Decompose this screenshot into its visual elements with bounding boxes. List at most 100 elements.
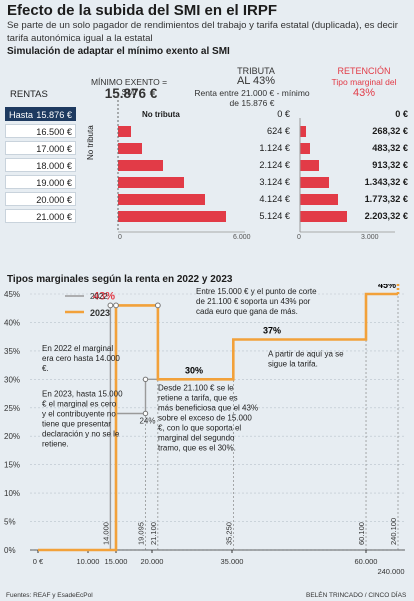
simulation-grid bbox=[117, 95, 395, 233]
renta-cell: Hasta 15.876 € bbox=[5, 107, 76, 121]
point-marker bbox=[142, 376, 149, 383]
point-marker bbox=[154, 302, 161, 309]
y-tick-label: 40% bbox=[4, 318, 20, 327]
retencion-value: 0 € bbox=[395, 109, 408, 119]
tributa-value: 624 € bbox=[267, 126, 290, 136]
legend-2022-label: 2022 bbox=[90, 292, 108, 301]
renta-value: 20.000 € bbox=[36, 195, 72, 205]
annotation-2022-zero: En 2022 el marginal era cero hasta 14.000… bbox=[42, 344, 120, 373]
header-retencion: RETENCIÓN bbox=[337, 66, 391, 76]
y-tick-label: 20% bbox=[4, 432, 20, 441]
renta-cell: 19.000 € bbox=[5, 175, 76, 189]
retencion-bar bbox=[300, 194, 338, 205]
marker-label: 60.100 bbox=[357, 522, 366, 545]
tributa-bar bbox=[118, 126, 132, 137]
table-row: 18.000 € 2.124 € 913,32 € bbox=[0, 158, 414, 175]
retencion-bar bbox=[300, 211, 347, 222]
point-marker bbox=[113, 302, 119, 309]
credit: BELÉN TRINCADO / CINCO DÍAS bbox=[306, 592, 407, 599]
marginal-chart-title: Tipos marginales según la renta en 2022 … bbox=[7, 274, 233, 285]
tributa-bar bbox=[118, 211, 227, 222]
renta-cell: 20.000 € bbox=[5, 192, 76, 206]
tributa-value: 3.124 € bbox=[259, 177, 290, 187]
no-tributa-side-label: No tributa bbox=[86, 125, 95, 160]
tributa-value: 2.124 € bbox=[259, 160, 290, 170]
renta-cell: 21.000 € bbox=[5, 209, 76, 223]
renta-value: 15.876 € bbox=[36, 110, 72, 120]
y-tick-label: 10% bbox=[4, 489, 20, 498]
x-tick-label: 10.000 bbox=[77, 557, 100, 566]
sources: Fuentes: REAF y EsadeEcPol bbox=[6, 592, 93, 599]
y-tick-label: 0% bbox=[4, 546, 16, 555]
ret-axis-0: 0 bbox=[297, 234, 301, 241]
table-row: 20.000 € 4.124 € 1.773,32 € bbox=[0, 192, 414, 209]
header-retencion-sub: Tipo marginal del bbox=[331, 77, 397, 87]
header-min-exento: MÍNIMO EXENTO = SMI bbox=[90, 77, 168, 97]
renta-value: 18.000 € bbox=[36, 161, 72, 171]
renta-value: 19.000 € bbox=[36, 178, 72, 188]
annotation-2023-zero: En 2023, hasta 15.000 € el marginal es ce… bbox=[42, 389, 123, 448]
table-row: 16.500 € 624 € 268,32 € bbox=[0, 124, 414, 141]
header-rentas: RENTAS bbox=[10, 89, 48, 100]
renta-value: 16.500 € bbox=[36, 127, 72, 137]
marker-label: 21.100 bbox=[149, 522, 158, 545]
retencion-bar bbox=[300, 160, 320, 171]
header-tributa-pct: AL 43% bbox=[236, 75, 276, 87]
tributa-bar bbox=[118, 194, 206, 205]
y-tick-label: 5% bbox=[4, 518, 16, 527]
y-tick-label: 30% bbox=[4, 375, 20, 384]
retencion-value: 2.203,32 € bbox=[364, 211, 408, 221]
retencion-value: 913,32 € bbox=[372, 160, 408, 170]
chart-subtitle: Se parte de un solo pagador de rendimien… bbox=[7, 20, 398, 44]
tributa-value: 5.124 € bbox=[259, 211, 290, 221]
renta-cell: 16.500 € bbox=[5, 124, 76, 138]
series-2023-line bbox=[38, 292, 398, 552]
retencion-value: 268,32 € bbox=[372, 126, 408, 136]
tributa-bar bbox=[118, 143, 142, 154]
y-tick-label: 15% bbox=[4, 461, 20, 470]
table-row: Hasta 15.876 € 0 € 0 € bbox=[0, 107, 414, 124]
table-row: 19.000 € 3.124 € 1.343,32 € bbox=[0, 175, 414, 192]
header-tributa-note: Renta entre 21.000 € - mínimo de 15.876 … bbox=[194, 88, 310, 108]
tributa-value: 0 € bbox=[277, 109, 290, 119]
annotation-follow-tarifa: A partir de aquí ya se sigue la tarifa. bbox=[268, 350, 344, 369]
annotation-tarifa: Desde 21.100 € se le retiene a tarifa, qu… bbox=[158, 384, 258, 453]
retencion-bar bbox=[300, 177, 329, 188]
renta-cell: 18.000 € bbox=[5, 158, 76, 172]
table-row: 21.000 € 5.124 € 2.203,32 € bbox=[0, 209, 414, 226]
no-tributa-label: No tributa bbox=[142, 110, 180, 119]
tributa-value: 1.124 € bbox=[259, 143, 290, 153]
tributa-bar bbox=[118, 160, 163, 171]
renta-cell: 17.000 € bbox=[5, 141, 76, 155]
x-tick-label: 60.000 bbox=[355, 557, 378, 566]
retencion-value: 483,32 € bbox=[372, 143, 408, 153]
trib-axis-6000: 6.000 bbox=[233, 234, 251, 241]
retencion-value: 1.343,32 € bbox=[364, 177, 408, 187]
x-tick-label: 15.000 bbox=[105, 557, 128, 566]
tributa-bar bbox=[118, 177, 185, 188]
renta-value: 21.000 € bbox=[36, 212, 72, 222]
ret-axis-3000: 3.000 bbox=[361, 234, 379, 241]
retencion-bar bbox=[300, 126, 306, 137]
y-tick-label: 35% bbox=[4, 347, 20, 356]
x-tick-label: 20.000 bbox=[141, 557, 164, 566]
marker-label: 35.250 bbox=[224, 522, 233, 545]
table-row: 17.000 € 1.124 € 483,32 € bbox=[0, 141, 414, 158]
retencion-value: 1.773,32 € bbox=[364, 194, 408, 204]
marker-label: 19.095 bbox=[136, 522, 145, 545]
y-tick-label: 25% bbox=[4, 404, 20, 413]
trib-axis-0: 0 bbox=[118, 234, 122, 241]
marginal-rate-chart: 0% 5% 10% 15% 20% 25% 30% 35% 40% 45% 0 € 10.000 15.… bbox=[4, 284, 405, 576]
point-marker bbox=[107, 302, 114, 309]
header-tributa: TRIBUTA bbox=[237, 66, 275, 76]
label-24: 24% bbox=[139, 416, 155, 425]
x-tick-label: 35.000 bbox=[221, 557, 244, 566]
marker-label: 240.100 bbox=[389, 518, 398, 545]
legend-2023-label: 2023 bbox=[90, 308, 110, 318]
label-37: 37% bbox=[263, 326, 281, 336]
tributa-value: 4.124 € bbox=[259, 194, 290, 204]
retencion-bar bbox=[300, 143, 311, 154]
y-tick-label: 45% bbox=[4, 290, 20, 299]
label-30: 30% bbox=[185, 365, 203, 375]
label-43: 43% bbox=[93, 290, 115, 302]
